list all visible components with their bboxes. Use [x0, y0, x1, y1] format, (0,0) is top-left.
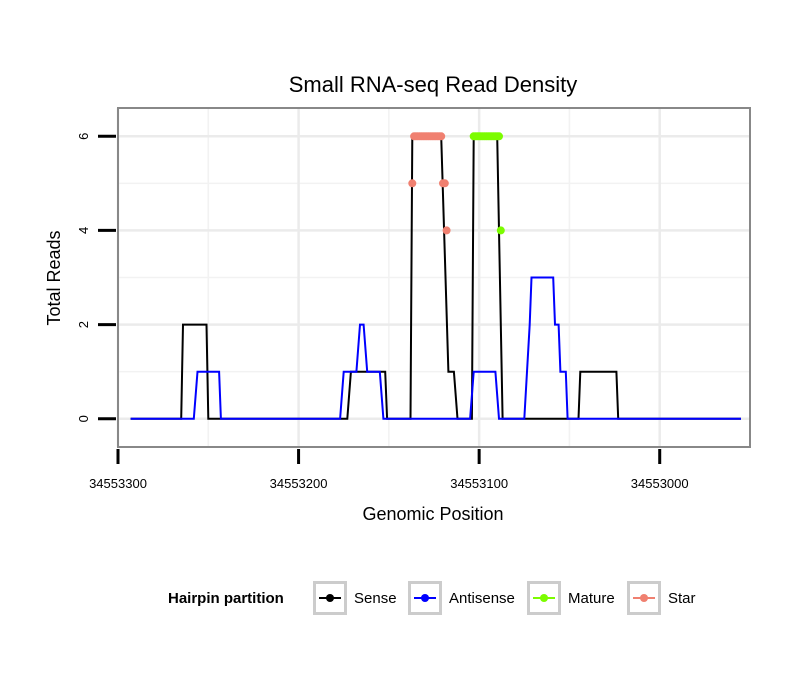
data-point-mature	[495, 132, 503, 141]
y-axis: 0 2 4 6	[76, 133, 116, 422]
legend-key-point	[421, 594, 429, 602]
y-tick-label: 2	[76, 321, 91, 328]
plot-panel-border	[117, 107, 751, 448]
legend-item-sense: Sense	[313, 581, 397, 615]
plot-grid	[116, 108, 751, 447]
data-point-star	[408, 179, 417, 188]
data-point-mature	[496, 226, 505, 235]
legend-label: Mature	[568, 590, 615, 607]
x-tick-label: 34553200	[270, 476, 328, 491]
legend-label: Star	[668, 590, 696, 607]
legend-label: Sense	[354, 590, 397, 607]
series-layer	[130, 132, 741, 420]
legend-label: Antisense	[449, 590, 515, 607]
x-tick-label: 34553000	[631, 476, 689, 491]
legend-key-point	[640, 594, 648, 602]
data-point-star	[437, 132, 446, 141]
y-tick-label: 6	[76, 133, 91, 140]
series-line-sense	[130, 135, 741, 420]
x-axis: 34553300 34553200 34553100 34553000	[89, 449, 689, 491]
legend-title: Hairpin partition	[168, 590, 284, 607]
legend-key-point	[540, 594, 548, 602]
y-tick-label: 0	[76, 415, 91, 422]
chart-title: Small RNA-seq Read Density	[289, 72, 578, 97]
x-axis-label: Genomic Position	[362, 504, 503, 524]
y-axis-label: Total Reads	[44, 230, 64, 325]
data-point-star	[440, 179, 449, 188]
legend-item-mature: Mature	[527, 581, 615, 615]
x-tick-label: 34553300	[89, 476, 147, 491]
legend-items: Sense Antisense Mature Star	[313, 581, 696, 615]
legend-item-star: Star	[627, 581, 696, 615]
legend-item-antisense: Antisense	[408, 581, 515, 615]
data-point-star	[442, 226, 451, 235]
series-line-antisense	[130, 276, 741, 420]
y-tick-label: 4	[76, 227, 91, 234]
x-tick-label: 34553100	[450, 476, 508, 491]
legend: Hairpin partition Sense Antisense Mature St…	[168, 581, 696, 615]
legend-key-point	[326, 594, 334, 602]
